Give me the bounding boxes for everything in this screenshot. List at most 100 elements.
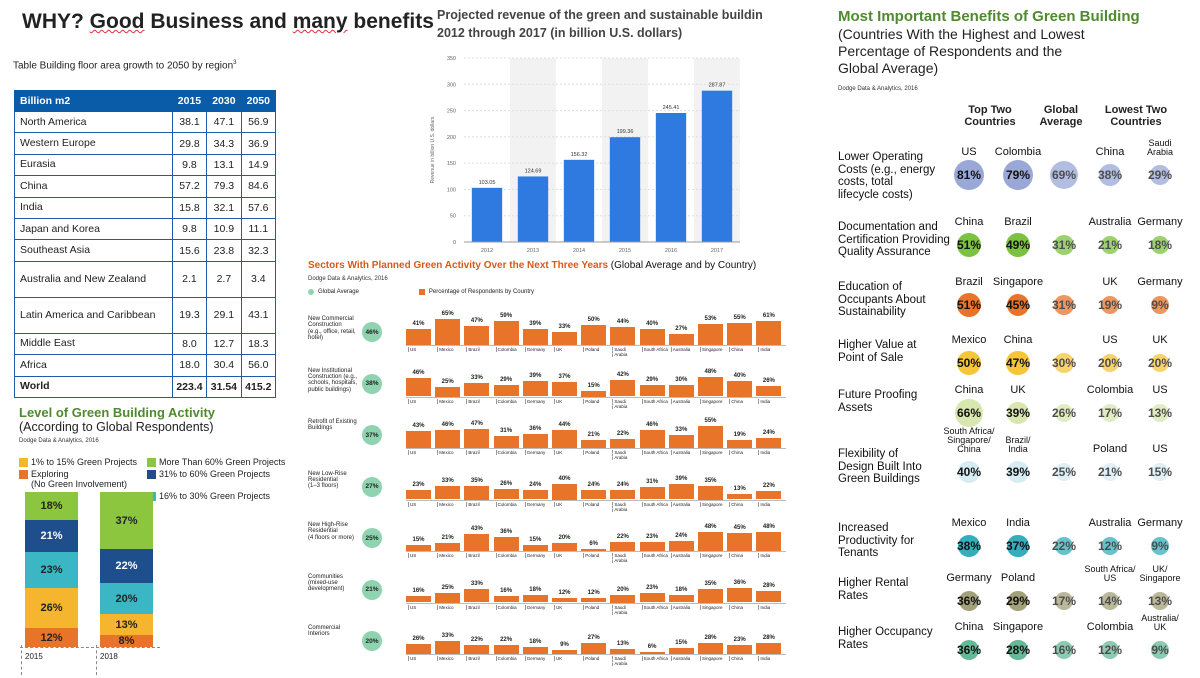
x-tick-label: 2015 — [619, 248, 631, 254]
country-bar — [610, 379, 636, 397]
country-bar — [552, 331, 577, 345]
country-label: China — [729, 347, 756, 352]
country-bar — [698, 531, 723, 551]
country-label: Saudi Arabia — [612, 501, 639, 512]
country-name: Mexico — [951, 517, 987, 529]
data-label: 47% — [470, 421, 483, 428]
country-label: China — [729, 501, 756, 507]
stacked-bar-segment: 12% — [25, 628, 78, 647]
data-label: 33% — [441, 478, 454, 485]
country-name: Germany — [1137, 517, 1183, 529]
country-label: Saudi Arabia — [612, 347, 639, 357]
data-label: 65% — [441, 311, 454, 317]
value-bubble: 49% — [1006, 233, 1030, 257]
x-tick-label: 2013 — [527, 248, 539, 254]
country-name: China — [1095, 146, 1125, 158]
value-bubble: 15% — [1147, 463, 1173, 481]
benefit-label: Increased Productivity for Tenants — [838, 522, 915, 559]
value-bubble: 81% — [953, 159, 985, 191]
country-name: Germany — [946, 572, 992, 584]
data-label: 24% — [675, 533, 688, 540]
country-label: Poland — [583, 656, 610, 661]
legend-swatch — [147, 458, 156, 467]
country-bar — [756, 386, 782, 397]
country-bar — [406, 596, 431, 603]
country-label: China — [729, 604, 756, 610]
data-label: 27% — [675, 326, 688, 333]
country-bar — [698, 426, 723, 448]
table-cell: 32.3 — [240, 239, 277, 262]
sectors-legend: Global Average Percentage of Respondents… — [308, 289, 534, 295]
value-bubble: 31% — [1052, 235, 1076, 255]
data-label: 21% — [587, 431, 600, 438]
sector-label: Communities (mixed-use development) — [308, 573, 345, 593]
benefit-label: Education of Occupants About Sustainabil… — [838, 281, 926, 318]
country-bar — [406, 430, 431, 448]
data-label: 6% — [589, 540, 599, 547]
value-bubble: 26% — [1052, 403, 1076, 423]
legend-item: 1% to 15% Green Projects — [19, 457, 147, 467]
country-label: Colombia — [495, 398, 523, 404]
data-label: 48% — [762, 523, 775, 530]
category-label: 2015 — [25, 652, 43, 661]
value-bubble: 66% — [955, 399, 983, 427]
chart-baseline — [20, 647, 160, 648]
value-bubble: 45% — [1006, 293, 1030, 317]
country-bar — [464, 533, 490, 551]
data-label: 39% — [529, 372, 542, 379]
country-bar — [639, 329, 665, 345]
country-name: Australia — [1088, 517, 1132, 529]
country-label: Singapore — [700, 604, 727, 610]
country-label: Colombia — [495, 501, 523, 507]
country-label: India — [758, 656, 785, 661]
country-bar — [610, 542, 636, 551]
country-label: India — [758, 347, 785, 352]
data-label: 46% — [441, 421, 454, 428]
country-label: Poland — [583, 553, 610, 558]
stacked-bar-segment: 23% — [25, 552, 78, 589]
country-bar — [727, 533, 753, 551]
country-name: Poland — [1000, 572, 1036, 584]
data-label: 18% — [529, 587, 542, 594]
value-bubble: 51% — [956, 292, 982, 318]
data-label: 33% — [470, 375, 483, 382]
table-row: World 223.4 31.54 415.2 — [14, 375, 277, 398]
country-bar — [756, 438, 782, 448]
country-label: UK — [554, 501, 581, 507]
column-header-top: Top Two Countries — [964, 104, 1016, 128]
country-name: Poland — [1092, 443, 1128, 455]
country-bar — [435, 486, 461, 500]
table-row: North America 38.1 47.1 56.9 — [14, 110, 277, 134]
table-cell: 84.6 — [240, 175, 277, 198]
value-bubble: 29% — [1006, 591, 1030, 611]
value-bubble: 21% — [1097, 236, 1123, 254]
data-label: 35% — [470, 477, 483, 484]
value-bubble: 16% — [1051, 641, 1077, 659]
data-label: 40% — [733, 372, 746, 379]
global-average-dot: 46% — [362, 322, 382, 342]
row-baseline — [406, 602, 786, 604]
country-label: Australia — [670, 450, 698, 455]
legend-country-swatch — [418, 289, 425, 295]
country-name: China — [954, 621, 984, 633]
data-label: 28% — [762, 634, 775, 641]
country-name: Brazil — [955, 276, 983, 288]
global-average-dot: 25% — [362, 528, 382, 548]
country-bar — [639, 651, 665, 654]
legend-swatch — [147, 470, 156, 479]
country-bar — [464, 485, 490, 500]
country-label: US — [408, 656, 435, 661]
country-bar — [698, 485, 723, 500]
country-label: Saudi Arabia — [612, 398, 639, 409]
y-tick-label: 0 — [453, 240, 456, 246]
data-label: 59% — [500, 313, 513, 320]
country-label: Saudi Arabia — [612, 656, 639, 666]
country-bar — [756, 591, 782, 603]
value-bubble: 31% — [1052, 295, 1076, 315]
y-tick-label: 50 — [450, 214, 456, 220]
country-name: US — [961, 146, 977, 158]
stacked-bar-segment: 26% — [25, 588, 78, 629]
value-bubble: 50% — [957, 351, 981, 375]
column-header-lowest: Lowest Two Countries — [1104, 104, 1168, 128]
data-label: 13% — [616, 640, 629, 647]
